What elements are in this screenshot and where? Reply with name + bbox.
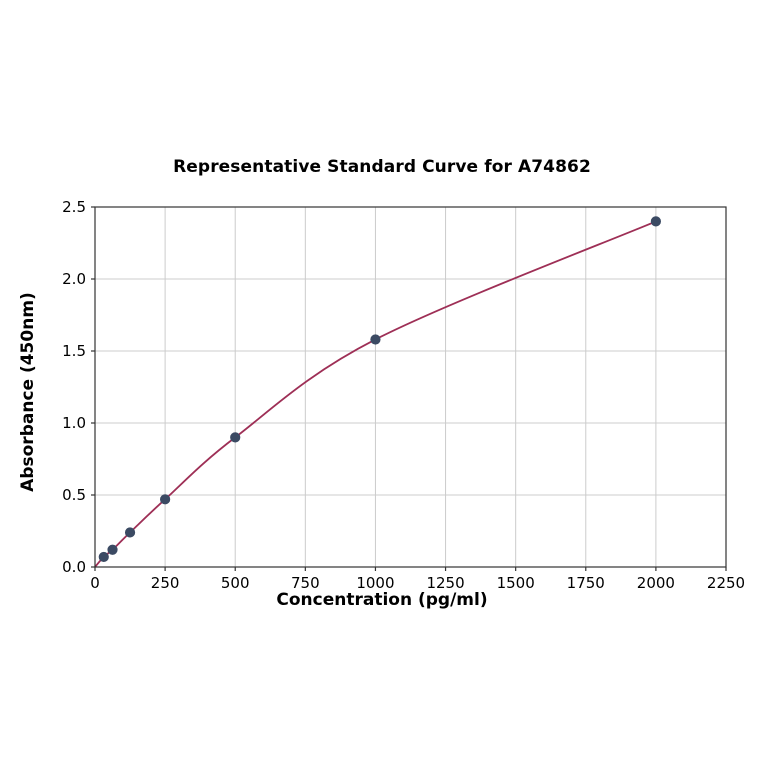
- svg-text:1.5: 1.5: [62, 342, 86, 360]
- y-tick-labels: 0.0 0.5 1.0 1.5 2.0 2.5: [62, 198, 86, 576]
- svg-text:500: 500: [221, 574, 250, 592]
- svg-text:1.0: 1.0: [62, 414, 86, 432]
- svg-text:1750: 1750: [567, 574, 605, 592]
- grid-lines: [95, 207, 726, 567]
- svg-text:2250: 2250: [707, 574, 745, 592]
- svg-text:750: 750: [291, 574, 320, 592]
- svg-text:250: 250: [151, 574, 180, 592]
- chart-title: Representative Standard Curve for A74862: [173, 157, 591, 177]
- svg-text:0: 0: [90, 574, 100, 592]
- svg-text:2000: 2000: [637, 574, 675, 592]
- x-axis-label: Concentration (pg/ml): [276, 590, 488, 610]
- svg-text:0.5: 0.5: [62, 486, 86, 504]
- axis-spines: [94, 206, 727, 568]
- axis-ticks: [91, 206, 727, 571]
- svg-text:2.0: 2.0: [62, 270, 86, 288]
- data-markers: [98, 216, 661, 563]
- svg-text:1000: 1000: [356, 574, 394, 592]
- svg-text:1250: 1250: [426, 574, 464, 592]
- svg-text:1500: 1500: [497, 574, 535, 592]
- x-tick-labels: 0 250 500 750 1000 1250 1500 1750 2000 2250: [90, 574, 745, 592]
- svg-text:0.0: 0.0: [62, 558, 86, 576]
- svg-text:2.5: 2.5: [62, 198, 86, 216]
- y-axis-label: Absorbance (450nm): [18, 292, 38, 492]
